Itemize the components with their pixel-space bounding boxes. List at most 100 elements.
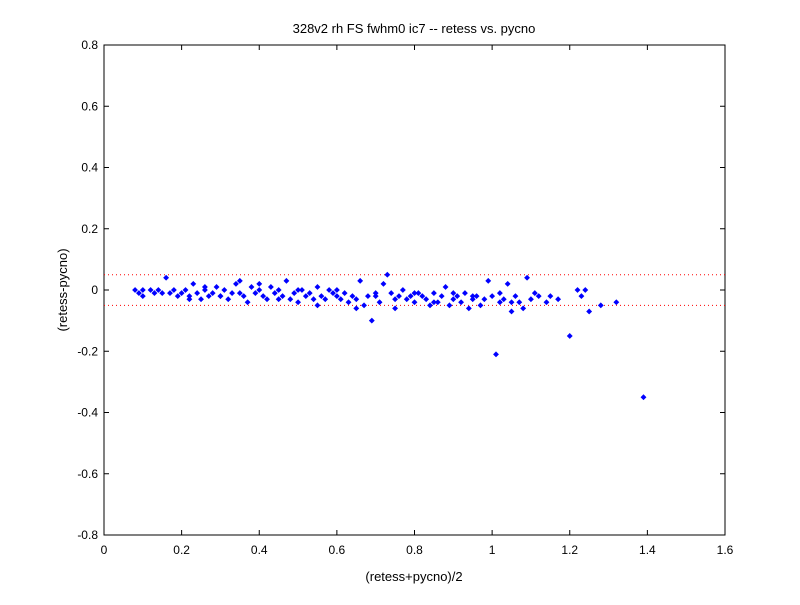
data-point [516, 299, 523, 306]
data-point [318, 293, 325, 300]
data-point [271, 290, 278, 296]
data-point [376, 299, 383, 306]
data-point [139, 287, 146, 293]
data-point [174, 293, 181, 300]
data-point [291, 290, 298, 296]
data-point [159, 290, 166, 296]
data-point [477, 302, 484, 309]
data-point [524, 274, 530, 281]
data-point [213, 284, 220, 290]
data-point [392, 296, 399, 303]
y-tick-label: 0 [91, 283, 98, 297]
data-point [531, 290, 538, 296]
data-point [438, 293, 445, 300]
data-point [345, 299, 352, 306]
data-point [450, 290, 457, 296]
data-point [170, 287, 177, 293]
data-point [337, 296, 344, 303]
data-point [489, 293, 496, 300]
data-point [283, 277, 290, 284]
data-points [132, 271, 647, 401]
data-point [333, 287, 340, 293]
data-point [326, 287, 333, 293]
data-point [481, 296, 488, 303]
data-point [132, 287, 138, 293]
data-point [190, 280, 197, 287]
chart-title: 328v2 rh FS fwhm0 ic7 -- retess vs. pycn… [293, 21, 536, 36]
data-point [574, 287, 581, 293]
data-point [186, 296, 193, 303]
data-point [427, 302, 433, 309]
data-point [446, 302, 453, 309]
data-point [508, 308, 515, 315]
data-point [267, 284, 274, 290]
data-point [368, 317, 375, 324]
data-point [361, 302, 367, 309]
data-point [496, 290, 503, 296]
data-point [388, 290, 395, 296]
data-point [543, 299, 550, 306]
y-tick-label: -0.2 [77, 344, 98, 358]
data-point [205, 293, 212, 300]
data-point [353, 296, 360, 303]
data-point [353, 305, 360, 312]
y-tick-label: -0.4 [77, 406, 98, 420]
data-point [198, 296, 204, 303]
data-point [287, 296, 294, 303]
x-tick-label: 0.6 [329, 543, 346, 557]
data-point [322, 296, 329, 303]
data-point [399, 287, 406, 293]
data-point [372, 293, 379, 300]
data-point [555, 296, 562, 303]
data-point [221, 287, 228, 293]
data-point [225, 296, 232, 303]
data-point [306, 290, 313, 296]
data-point [182, 287, 189, 293]
data-point [314, 302, 321, 309]
x-tick-label: 0 [101, 543, 108, 557]
data-point [508, 299, 515, 306]
x-axis-label: (retess+pycno)/2 [365, 569, 462, 584]
data-point [597, 302, 604, 309]
data-point [295, 299, 301, 306]
data-point [264, 296, 270, 303]
y-tick-label: 0.4 [81, 161, 98, 175]
data-point [357, 277, 364, 284]
data-point [341, 290, 348, 296]
data-point [201, 284, 208, 290]
data-point [279, 293, 286, 300]
data-point [302, 293, 309, 300]
data-point [240, 293, 247, 300]
data-point [155, 287, 162, 293]
data-point [411, 290, 418, 296]
x-tick-label: 1.6 [717, 543, 734, 557]
data-point [566, 333, 573, 339]
data-point [454, 293, 461, 300]
data-point [462, 290, 468, 296]
data-point [450, 296, 457, 303]
x-tick-label: 0.2 [173, 543, 190, 557]
x-tick-label: 1 [489, 543, 496, 557]
data-point [349, 293, 356, 300]
y-tick-label: -0.8 [77, 528, 98, 542]
data-point [535, 293, 542, 300]
data-point [139, 293, 146, 300]
data-point [528, 296, 534, 303]
data-point [458, 299, 464, 306]
data-point [252, 290, 259, 296]
data-point [384, 271, 391, 278]
data-point [136, 290, 142, 296]
data-point [430, 290, 437, 296]
data-point [496, 299, 503, 306]
data-point [578, 293, 585, 300]
data-point [194, 290, 201, 296]
data-point [473, 293, 480, 300]
data-point [330, 290, 336, 296]
y-tick-label: 0.2 [81, 222, 98, 236]
data-point [500, 296, 507, 303]
data-point [407, 293, 414, 300]
data-point [147, 287, 154, 293]
axis-ticks: 0 0.2 0.4 0.6 0.8 1 1.2 1.4 1.6 -0.8 -0.6 -0.4 -0.2 0… [77, 38, 733, 557]
data-point [586, 308, 593, 315]
